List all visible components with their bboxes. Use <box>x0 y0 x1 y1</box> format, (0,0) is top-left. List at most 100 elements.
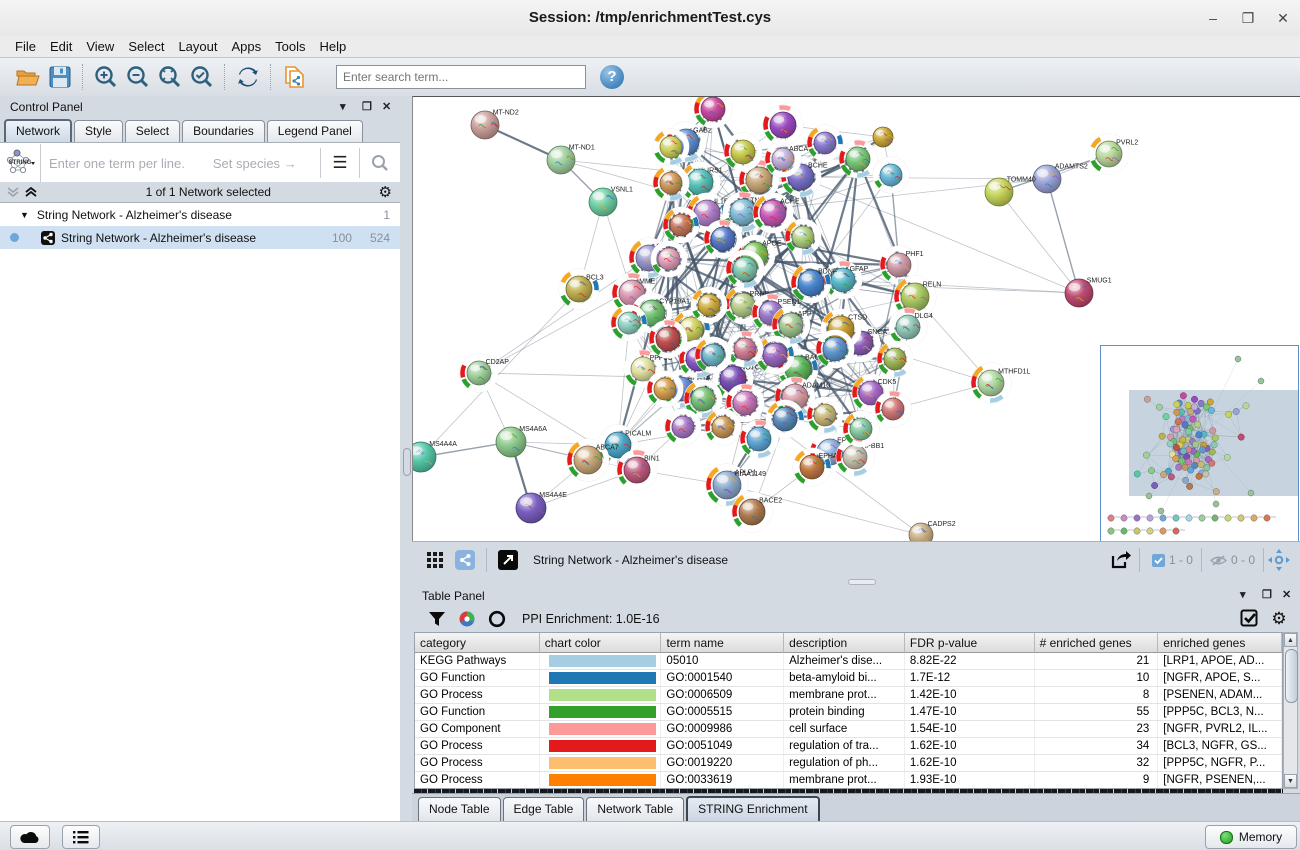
network-node-ms4a4e[interactable]: MS4A4E <box>515 492 567 524</box>
open-session-icon[interactable] <box>12 62 44 92</box>
network-node-ppp5c[interactable]: PPP5C <box>623 349 673 389</box>
table-scrollbar[interactable]: ▲ ▼ <box>1283 632 1298 789</box>
tab-network[interactable]: Network <box>4 119 73 142</box>
birds-eye-view[interactable] <box>1100 345 1299 543</box>
network-node-cadps2[interactable]: CADPS2 <box>908 521 956 541</box>
network-canvas[interactable]: MT-ND2 MT-ND1 VSNL1 GAB2 IRS1 CHAT BCHE ABCA1 IL… <box>412 96 1300 541</box>
string-options-icon[interactable]: ☰ <box>332 153 348 172</box>
table-row[interactable]: GO Process GO:0019220 regulation of ph... 1… <box>415 755 1282 772</box>
enrichment-table[interactable]: category chart color term name description F… <box>414 632 1283 789</box>
panel-float-icon[interactable]: ❐ <box>1262 589 1272 601</box>
column-header-term-name[interactable]: term name <box>661 633 785 653</box>
tab-string-enrichment[interactable]: STRING Enrichment <box>686 796 820 821</box>
menu-edit[interactable]: Edit <box>49 39 73 54</box>
network-node[interactable] <box>725 249 765 289</box>
table-settings-gear-icon[interactable]: ⚙ <box>1271 608 1287 628</box>
tab-node-table[interactable]: Node Table <box>418 797 501 821</box>
collection-expander-icon[interactable]: ▼ <box>20 209 29 220</box>
zoom-in-icon[interactable] <box>90 62 122 92</box>
column-header-category[interactable]: category <box>415 633 540 653</box>
network-node[interactable] <box>662 206 700 244</box>
network-node[interactable] <box>762 104 804 146</box>
string-share-icon[interactable] <box>450 546 480 574</box>
table-row[interactable]: GO Process GO:0033619 membrane prot... 1.93… <box>415 772 1282 788</box>
pan-compass-icon[interactable] <box>1264 546 1294 574</box>
zoom-fit-icon[interactable] <box>154 62 186 92</box>
network-node[interactable] <box>784 218 822 256</box>
open-in-window-icon[interactable] <box>493 546 523 574</box>
network-node[interactable] <box>646 370 684 408</box>
task-list-button[interactable] <box>62 825 100 849</box>
panel-menu-icon[interactable]: ▾ <box>1240 589 1246 601</box>
network-node-mt-nd1[interactable]: MT-ND1 <box>546 145 595 175</box>
network-row[interactable]: String Network - Alzheimer's disease 100… <box>0 226 400 249</box>
collapse-all-icon[interactable] <box>24 186 38 198</box>
close-button[interactable]: ✕ <box>1277 10 1289 26</box>
network-node-bace2[interactable]: BACE2 <box>731 491 782 533</box>
network-node-ms4a6a[interactable]: MS4A6A <box>495 426 547 458</box>
panel-menu-icon[interactable]: ▾ <box>340 101 346 113</box>
network-node[interactable] <box>806 396 844 434</box>
chart-color-palette-icon[interactable] <box>452 605 482 633</box>
network-node[interactable] <box>874 390 912 428</box>
search-input[interactable] <box>336 65 586 89</box>
network-node[interactable] <box>652 128 690 166</box>
network-node[interactable] <box>650 240 688 278</box>
network-copy-icon[interactable] <box>278 62 310 92</box>
birds-eye-graph[interactable] <box>1101 346 1298 542</box>
menu-view[interactable]: View <box>86 39 115 54</box>
network-node[interactable] <box>664 408 702 446</box>
column-header-fdr-p-value[interactable]: FDR p-value <box>904 633 1035 653</box>
network-node[interactable] <box>872 126 895 148</box>
set-species-link[interactable]: Set species → <box>212 155 297 171</box>
cloud-tasks-button[interactable] <box>10 825 50 849</box>
maximize-button[interactable]: ❐ <box>1241 10 1255 26</box>
network-node[interactable] <box>652 164 690 202</box>
panel-float-icon[interactable]: ❐ <box>362 101 372 113</box>
string-search-icon[interactable] <box>360 153 400 173</box>
network-node[interactable] <box>690 286 728 324</box>
vertical-splitter[interactable] <box>400 96 412 821</box>
tab-boundaries[interactable]: Boundaries <box>182 120 265 142</box>
network-node[interactable] <box>610 304 648 342</box>
select-columns-icon[interactable] <box>1234 605 1264 633</box>
network-node-pvrl2[interactable]: PVRL2 <box>1088 133 1138 175</box>
memory-button[interactable]: Memory <box>1205 825 1297 849</box>
refresh-icon[interactable] <box>232 62 264 92</box>
network-node-vsnl1[interactable]: VSNL1 <box>588 187 633 217</box>
help-icon[interactable]: ? <box>600 65 624 89</box>
network-node-smug1[interactable]: SMUG1 <box>1064 278 1112 308</box>
save-session-icon[interactable] <box>44 62 76 92</box>
expand-all-icon[interactable] <box>6 186 20 198</box>
column-header-chart-color[interactable]: chart color <box>539 633 662 653</box>
menu-apps[interactable]: Apps <box>231 39 262 54</box>
menu-file[interactable]: File <box>15 39 36 54</box>
splitter-grip[interactable] <box>403 448 411 476</box>
splitter-grip[interactable] <box>848 579 876 585</box>
network-node-adamts2[interactable]: ADAMTS2 <box>1032 164 1088 194</box>
scroll-up-icon[interactable]: ▲ <box>1284 633 1297 647</box>
network-node-bdnf[interactable]: BDNF <box>790 262 837 304</box>
horizontal-splitter[interactable] <box>412 577 1300 585</box>
menu-help[interactable]: Help <box>319 39 347 54</box>
export-network-icon[interactable] <box>1105 546 1135 574</box>
table-row[interactable]: GO Process GO:0051049 regulation of tra...… <box>415 738 1282 755</box>
network-node-app[interactable]: APP <box>771 305 812 345</box>
network-node[interactable] <box>704 408 742 446</box>
table-row[interactable]: GO Process GO:0006509 membrane prot... 1.42… <box>415 687 1282 704</box>
network-node-tomm40[interactable]: TOMM40 <box>984 177 1036 207</box>
network-node-bin1[interactable]: BIN1 <box>616 449 660 491</box>
network-node[interactable] <box>806 124 844 162</box>
table-row[interactable]: GO Function GO:0001540 beta-amyloid bi... 1… <box>415 670 1282 687</box>
panel-close-icon[interactable]: ✕ <box>382 101 392 113</box>
network-node-epha5[interactable]: EPHA5 <box>792 447 842 487</box>
network-node-aplp1[interactable]: APLP1 <box>705 463 757 507</box>
network-node-phf1[interactable]: PHF1 <box>879 245 924 285</box>
network-node[interactable] <box>872 156 910 194</box>
scrollbar-thumb[interactable] <box>1285 649 1298 703</box>
minimize-button[interactable]: – <box>1209 10 1217 26</box>
filter-icon[interactable] <box>422 605 452 633</box>
menu-select[interactable]: Select <box>128 39 165 54</box>
network-node-tnf[interactable]: TNF <box>722 191 764 233</box>
network-node[interactable] <box>815 329 855 369</box>
